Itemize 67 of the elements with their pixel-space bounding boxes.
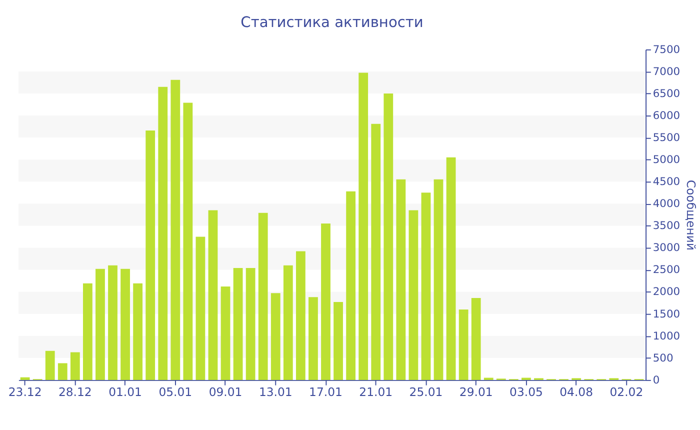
- y-tick-label: 6000: [652, 108, 680, 122]
- x-tick-label: 28.12: [58, 385, 92, 399]
- bar: [170, 80, 180, 380]
- bar: [321, 223, 330, 380]
- bar: [396, 179, 406, 380]
- y-tick-label: 5500: [652, 130, 680, 144]
- y-tick-label: 0: [652, 373, 660, 386]
- bar: [20, 377, 30, 380]
- bar: [308, 297, 318, 380]
- x-tick-label: 03.05: [510, 385, 543, 399]
- bar: [82, 283, 92, 380]
- chart-title: Статистика активности: [240, 14, 424, 32]
- bar: [146, 130, 156, 380]
- bar: [384, 93, 394, 380]
- y-tick-label: 3500: [652, 219, 680, 232]
- x-tick-label: 05.01: [158, 385, 192, 399]
- bar: [371, 124, 381, 380]
- bar: [133, 283, 143, 380]
- bar: [283, 265, 293, 380]
- y-tick-label: 7000: [652, 64, 680, 78]
- x-tick-label: 02.02: [610, 385, 644, 399]
- bar: [233, 268, 243, 380]
- bar: [446, 157, 456, 380]
- bar: [96, 268, 105, 380]
- x-tick-label: 01.01: [108, 385, 142, 399]
- x-tick-label: 29.01: [459, 385, 493, 399]
- bar: [120, 268, 130, 380]
- bar: [70, 352, 80, 380]
- bar: [296, 251, 306, 380]
- y-tick-label: 1000: [652, 329, 680, 342]
- bar: [458, 309, 468, 380]
- x-tick-label: 13.01: [258, 385, 292, 399]
- bar: [108, 265, 118, 380]
- x-tick-label: 17.01: [309, 385, 342, 399]
- bar: [246, 268, 256, 380]
- y-tick-label: 500: [652, 351, 674, 364]
- x-tick-label: 09.01: [208, 385, 242, 399]
- bar: [346, 191, 356, 380]
- bar: [183, 102, 193, 380]
- x-tick-label: 21.01: [359, 385, 393, 399]
- bar: [220, 286, 230, 380]
- bar: [258, 212, 268, 380]
- y-tick-label: 1500: [652, 307, 680, 320]
- y-tick-label: 2000: [652, 285, 680, 298]
- bar: [434, 179, 444, 380]
- y-tick-label: 5000: [652, 152, 680, 166]
- bar: [408, 210, 418, 380]
- x-tick-label: 04.08: [560, 385, 594, 399]
- bar: [45, 350, 55, 380]
- y-tick-label: 2500: [652, 263, 680, 276]
- y-axis-title: Сообщений: [684, 180, 698, 250]
- bar: [208, 210, 218, 380]
- bar: [58, 363, 68, 380]
- bar: [358, 72, 368, 380]
- y-tick-label: 6500: [652, 86, 680, 100]
- bar: [421, 192, 431, 380]
- y-tick-label: 4500: [652, 175, 680, 188]
- bar: [196, 236, 206, 380]
- x-tick-label: 23.12: [8, 385, 42, 399]
- bar: [471, 298, 481, 380]
- bar: [334, 302, 343, 380]
- y-tick-label: 4000: [652, 197, 680, 210]
- bar: [158, 86, 168, 380]
- y-tick-label: 7500: [652, 42, 680, 56]
- y-tick-label: 3000: [652, 241, 680, 254]
- x-tick-label: 25.01: [409, 385, 443, 399]
- bar: [270, 293, 280, 380]
